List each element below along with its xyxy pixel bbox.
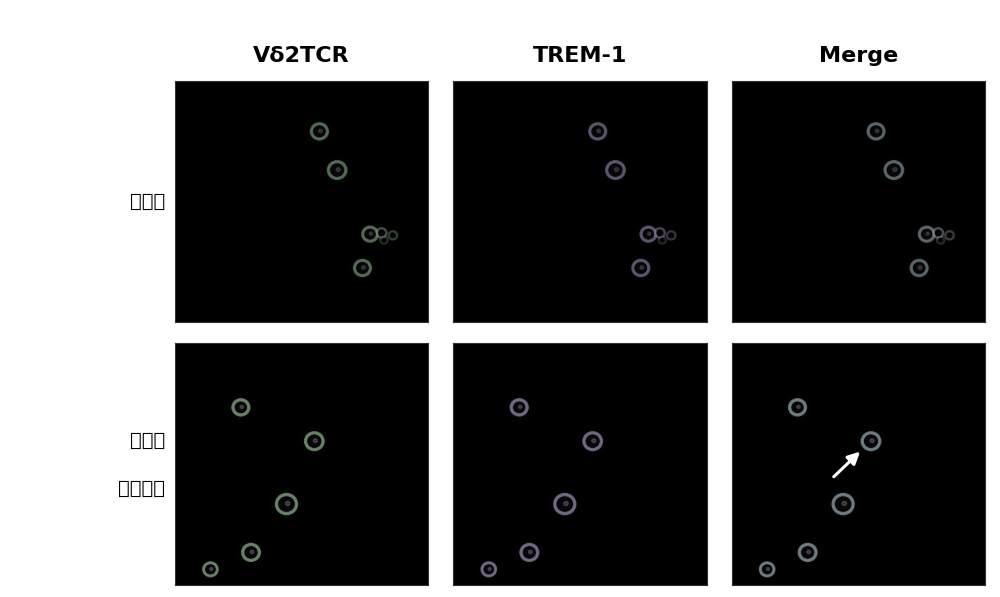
Circle shape xyxy=(206,565,215,574)
Circle shape xyxy=(382,238,386,242)
Circle shape xyxy=(246,547,256,558)
Circle shape xyxy=(558,498,571,510)
Circle shape xyxy=(644,229,653,239)
Circle shape xyxy=(357,263,368,273)
Circle shape xyxy=(362,266,365,269)
Circle shape xyxy=(926,232,929,235)
Text: 结核病人: 结核病人 xyxy=(118,479,165,497)
Circle shape xyxy=(635,263,646,273)
Circle shape xyxy=(935,230,941,235)
Circle shape xyxy=(331,164,343,176)
Circle shape xyxy=(365,229,375,239)
Circle shape xyxy=(807,550,811,553)
Text: 健康人: 健康人 xyxy=(130,192,165,211)
Circle shape xyxy=(865,435,877,447)
Circle shape xyxy=(488,568,491,570)
Circle shape xyxy=(236,403,246,412)
Circle shape xyxy=(660,238,664,242)
Circle shape xyxy=(640,266,644,269)
Circle shape xyxy=(947,233,952,238)
Circle shape xyxy=(564,501,568,506)
Circle shape xyxy=(914,263,925,273)
Circle shape xyxy=(314,126,325,137)
Circle shape xyxy=(592,439,596,442)
Circle shape xyxy=(587,435,599,447)
Text: Vδ2TCR: Vδ2TCR xyxy=(253,45,350,66)
Circle shape xyxy=(592,126,603,137)
Circle shape xyxy=(319,129,322,133)
Circle shape xyxy=(524,547,535,558)
Circle shape xyxy=(250,550,254,553)
Circle shape xyxy=(871,126,882,137)
Circle shape xyxy=(793,403,802,412)
Circle shape xyxy=(597,129,601,133)
Circle shape xyxy=(615,168,619,171)
Circle shape xyxy=(669,233,673,238)
Circle shape xyxy=(514,403,524,412)
Circle shape xyxy=(240,405,243,408)
Circle shape xyxy=(802,547,813,558)
Circle shape xyxy=(369,232,373,235)
Circle shape xyxy=(285,501,290,506)
Circle shape xyxy=(391,233,395,238)
Circle shape xyxy=(336,168,340,171)
Circle shape xyxy=(939,238,943,242)
Circle shape xyxy=(529,550,532,553)
Circle shape xyxy=(484,565,493,574)
Circle shape xyxy=(519,405,522,408)
Circle shape xyxy=(870,439,874,442)
Circle shape xyxy=(893,168,897,171)
Circle shape xyxy=(379,230,384,235)
Circle shape xyxy=(922,229,932,239)
Circle shape xyxy=(210,568,213,570)
Circle shape xyxy=(308,435,320,447)
Circle shape xyxy=(648,232,651,235)
Circle shape xyxy=(888,164,900,176)
Circle shape xyxy=(842,501,847,506)
Circle shape xyxy=(797,405,800,408)
Circle shape xyxy=(875,129,879,133)
Circle shape xyxy=(280,498,293,510)
Circle shape xyxy=(766,568,769,570)
Text: 活动性: 活动性 xyxy=(130,431,165,450)
Circle shape xyxy=(313,439,317,442)
Circle shape xyxy=(657,230,662,235)
Circle shape xyxy=(763,565,772,574)
Text: TREM-1: TREM-1 xyxy=(533,45,627,66)
Circle shape xyxy=(918,266,922,269)
Text: Merge: Merge xyxy=(819,45,898,66)
Circle shape xyxy=(609,164,622,176)
Circle shape xyxy=(836,498,850,510)
